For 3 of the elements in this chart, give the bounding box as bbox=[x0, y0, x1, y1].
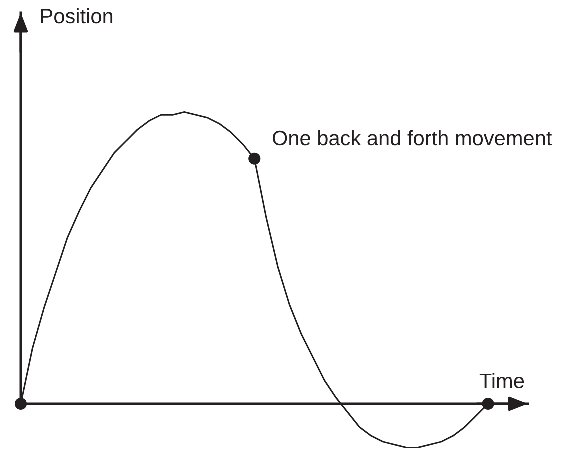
y-axis-title: Position bbox=[41, 8, 113, 24]
annotation: One back and forth movement bbox=[272, 130, 552, 146]
x-axis-title: Time bbox=[480, 373, 524, 388]
